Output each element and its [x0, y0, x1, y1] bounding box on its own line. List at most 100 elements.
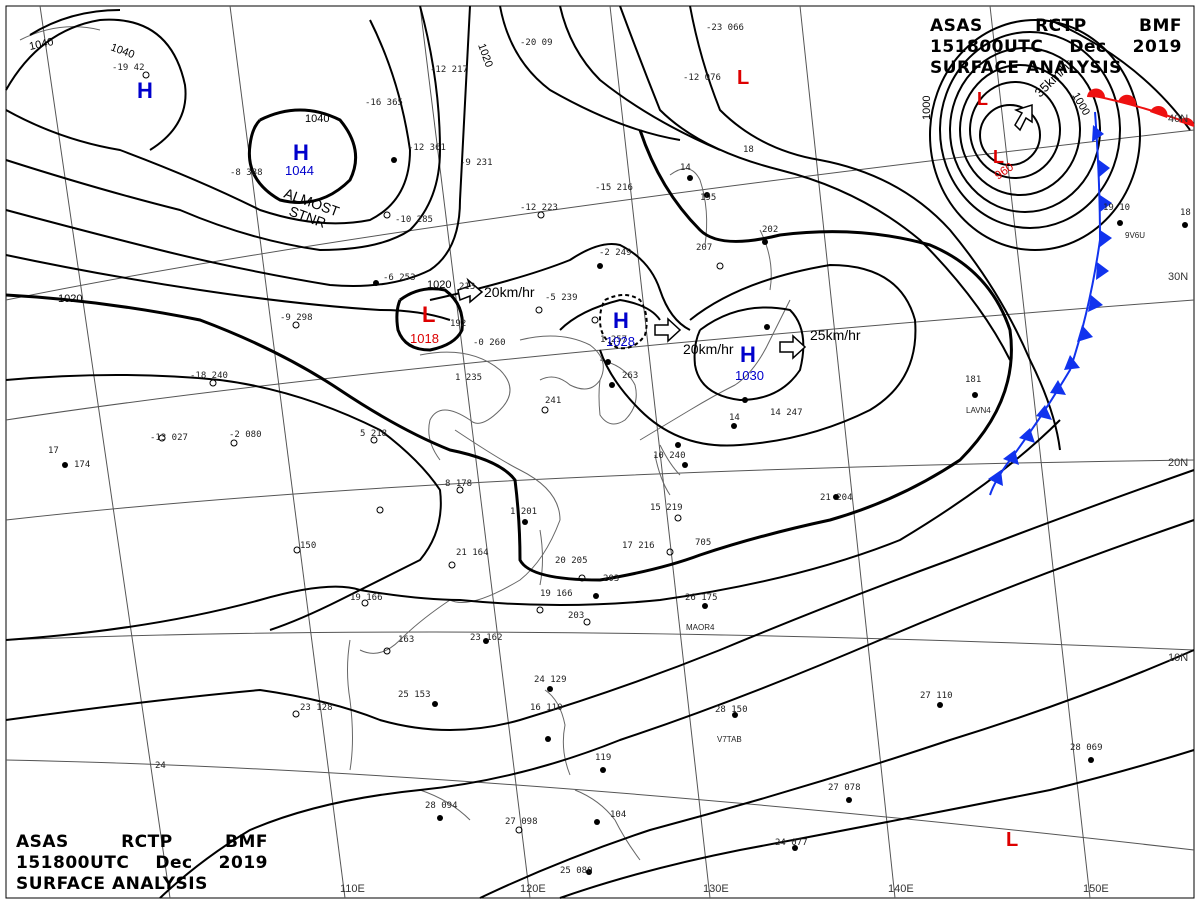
ship-id: 9V6U	[1125, 231, 1145, 240]
isobar-k	[559, 298, 661, 331]
lon-label: 120E	[520, 883, 546, 895]
isobar-f	[5, 419, 1061, 641]
svg-text:14: 14	[680, 163, 691, 173]
header-region: ASAS	[930, 16, 983, 36]
isobar-label: 1020	[58, 293, 82, 305]
coastlines	[19, 26, 791, 861]
svg-text:24: 24	[155, 761, 166, 771]
arrow-icon	[654, 317, 682, 343]
svg-text:1 257: 1 257	[600, 335, 627, 345]
chart-header-bottom: ASAS RCTP BMF 151800UTC Dec 2019 SURFACE…	[16, 832, 268, 895]
low-center-symbol: L	[422, 302, 435, 327]
isobar-1040-north	[29, 9, 121, 36]
high-center-value: 1044	[285, 163, 314, 178]
ship-id: LAVN4	[966, 406, 991, 415]
svg-text:241: 241	[545, 396, 561, 406]
svg-text:202: 202	[762, 225, 778, 235]
svg-text:-15 216: -15 216	[595, 183, 633, 193]
svg-text:174: 174	[74, 460, 90, 470]
header-code: BMF	[225, 832, 268, 852]
svg-text:203: 203	[568, 611, 584, 621]
svg-text:263: 263	[622, 371, 638, 381]
chart-header-top: ASAS RCTP BMF 151800UTC Dec 2019 SURFACE…	[930, 16, 1182, 79]
header-year: 2019	[1132, 37, 1182, 57]
svg-text:-10 285: -10 285	[395, 215, 433, 225]
isobar-h	[159, 519, 1195, 899]
isobar-lrl	[395, 287, 464, 352]
svg-text:-2 249: -2 249	[599, 248, 632, 258]
lon-label: 110E	[340, 883, 365, 895]
svg-text:18: 18	[1180, 208, 1191, 218]
svg-text:23 162: 23 162	[470, 633, 503, 643]
pressure-centers: H H 1044 L 1018 H 1028 H 1030 L L L 960 …	[137, 67, 1018, 851]
isobar-d	[5, 254, 451, 321]
svg-text:19 10: 19 10	[1103, 203, 1130, 213]
cyclone-960-isobars	[929, 19, 1191, 251]
high-center-value: 1028	[606, 334, 635, 349]
header-line-2: 151800UTC Dec 2019	[16, 853, 268, 874]
isobar-high-1028	[598, 294, 648, 350]
isobar-1020-main	[5, 129, 1013, 582]
svg-text:-9 298: -9 298	[280, 313, 313, 323]
svg-text:-19 42: -19 42	[112, 63, 145, 73]
svg-text:1 201: 1 201	[510, 507, 537, 517]
isobar-label: 1040	[305, 113, 329, 125]
low-center-symbol: L	[1006, 829, 1018, 851]
svg-text:27 098: 27 098	[505, 817, 538, 827]
isobar-thick-1040	[5, 18, 187, 151]
high-center-symbol: H	[137, 78, 153, 103]
graticule	[5, 5, 1195, 899]
isobar-japan	[599, 263, 917, 447]
svg-text:21 164: 21 164	[456, 548, 489, 558]
svg-text:15 219: 15 219	[650, 503, 683, 513]
header-year: 2019	[218, 853, 268, 873]
svg-text:-12 217: -12 217	[430, 65, 468, 75]
header-month: Dec	[1069, 37, 1107, 57]
warm-front	[1087, 88, 1195, 127]
svg-text:24 129: 24 129	[534, 675, 567, 685]
svg-text:1 235: 1 235	[455, 373, 482, 383]
svg-text:705: 705	[695, 538, 711, 548]
header-office: RCTP	[121, 832, 173, 852]
svg-text:27 110: 27 110	[920, 691, 953, 701]
motion-speed-label: 20km/hr	[683, 341, 734, 357]
lon-label: 130E	[703, 883, 729, 895]
isobar-j	[559, 749, 1195, 899]
svg-text:10 240: 10 240	[653, 451, 686, 461]
isobar-east-3	[559, 5, 721, 151]
graticule-labels: 110E 120E 130E 140E 150E 40N 30N 20N 10N	[340, 113, 1188, 895]
arrow-icon	[779, 334, 807, 360]
high-center-symbol: H	[740, 342, 756, 367]
svg-text:150: 150	[300, 541, 316, 551]
svg-text:21 204: 21 204	[820, 493, 853, 503]
low-center-value: 1018	[410, 331, 439, 346]
motion-speed-label: 25km/hr	[810, 327, 861, 343]
low-center-symbol: L	[993, 147, 1004, 167]
svg-text:-5 239: -5 239	[545, 293, 578, 303]
isobar-g	[5, 469, 1195, 731]
svg-text:18: 18	[743, 145, 754, 155]
svg-text:8 178: 8 178	[445, 479, 472, 489]
isobar-label: 1000	[921, 96, 933, 120]
svg-text:19 166: 19 166	[350, 593, 383, 603]
header-line-1: ASAS RCTP BMF	[16, 832, 268, 853]
svg-text:-18 240: -18 240	[190, 371, 228, 381]
svg-text:5 218: 5 218	[360, 429, 387, 439]
map-border	[5, 5, 1195, 899]
high-center-value: 1030	[735, 368, 764, 383]
svg-text:-2 080: -2 080	[229, 430, 262, 440]
svg-text:213: 213	[459, 282, 475, 292]
svg-text:192: 192	[450, 319, 466, 329]
svg-text:-23 066: -23 066	[706, 23, 744, 33]
svg-text:26 175: 26 175	[685, 593, 718, 603]
lon-label: 150E	[1083, 883, 1109, 895]
header-month: Dec	[155, 853, 193, 873]
cold-front	[988, 111, 1112, 496]
isobar-north-1	[499, 5, 681, 141]
header-time: 151800UTC	[930, 37, 1044, 57]
svg-text:-16 365: -16 365	[365, 98, 403, 108]
header-line-2: 151800UTC Dec 2019	[930, 37, 1182, 58]
svg-text:-13 027: -13 027	[150, 433, 188, 443]
svg-text:-0 260: -0 260	[473, 338, 506, 348]
header-time: 151800UTC	[16, 853, 130, 873]
